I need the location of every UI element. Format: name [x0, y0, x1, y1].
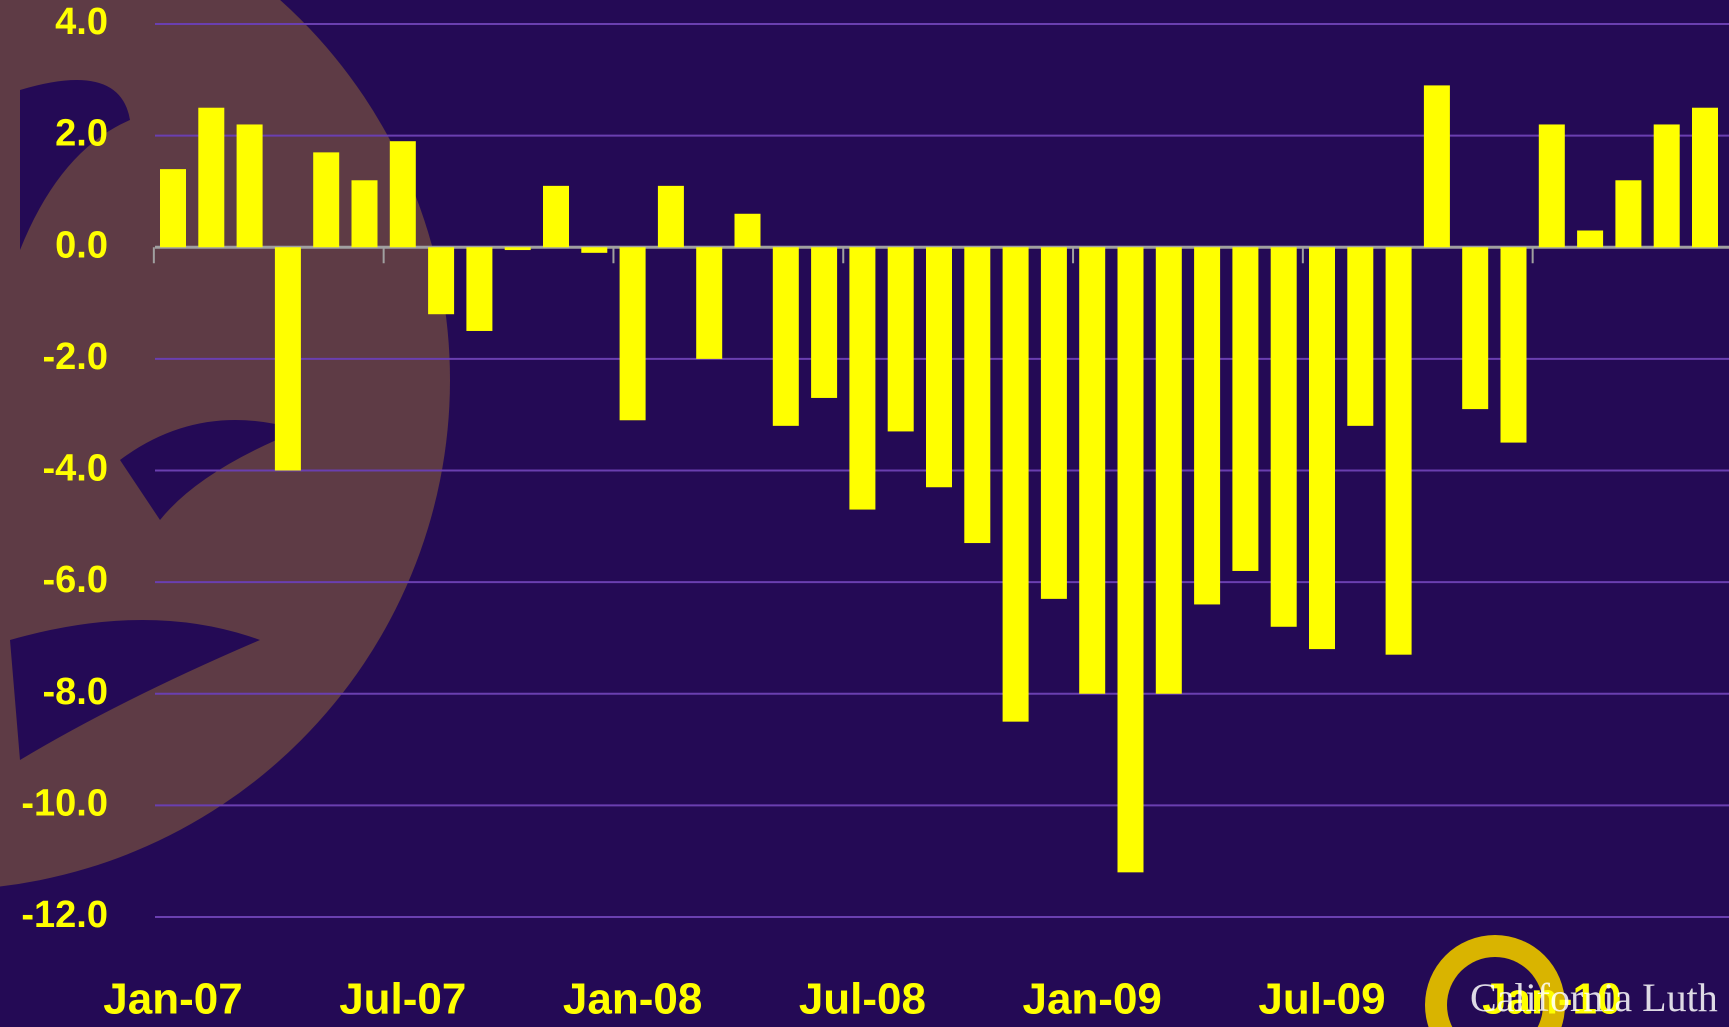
y-tick-label: 4.0 [55, 1, 108, 43]
bar [1155, 247, 1182, 694]
bar [926, 247, 952, 488]
bar [236, 124, 263, 248]
bar [1040, 247, 1067, 599]
bar [1002, 247, 1029, 722]
bar [1538, 124, 1565, 248]
bar [811, 247, 838, 398]
x-tick-label: Jul-08 [799, 975, 926, 1024]
bar [543, 185, 569, 248]
bar [466, 247, 493, 331]
bar [1615, 180, 1642, 248]
bar [772, 247, 799, 426]
y-tick-label: -8.0 [43, 671, 108, 713]
x-tick-label: Jan-10 [1482, 975, 1621, 1024]
bar [1079, 247, 1106, 694]
bar [849, 247, 876, 510]
bar [964, 247, 991, 544]
bar [1232, 247, 1259, 571]
bar [1423, 85, 1450, 248]
bar [1462, 247, 1489, 410]
y-tick-label: -6.0 [43, 559, 108, 601]
bar [696, 247, 723, 359]
y-tick-label: -10.0 [21, 782, 108, 824]
bar [428, 247, 455, 315]
bar [1117, 247, 1144, 873]
y-tick-label: -12.0 [21, 894, 108, 936]
bar [351, 180, 378, 248]
bar [313, 152, 340, 248]
bar [1194, 247, 1221, 605]
logo-text: California Luth [1470, 975, 1718, 1020]
y-tick-label: -4.0 [43, 448, 108, 490]
x-tick-label: Jan-09 [1022, 975, 1161, 1024]
y-tick-label: -2.0 [43, 336, 108, 378]
bar [887, 247, 914, 432]
bar [504, 247, 531, 251]
x-tick-label: Jul-09 [1258, 975, 1385, 1024]
bar [1692, 107, 1718, 248]
bar [160, 169, 186, 248]
x-tick-label: Jan-08 [563, 975, 702, 1024]
bar [1347, 247, 1374, 426]
bar [1385, 247, 1412, 655]
bar [1577, 230, 1604, 248]
bar [1270, 247, 1297, 627]
bar [389, 141, 416, 248]
bar [581, 247, 608, 253]
y-tick-label: 2.0 [55, 113, 108, 155]
bar [619, 247, 646, 421]
x-tick-label: Jul-07 [339, 975, 466, 1024]
bar [274, 247, 301, 471]
y-tick-label: 0.0 [55, 224, 108, 266]
bar [198, 107, 225, 248]
bar [1653, 124, 1680, 248]
bar [734, 213, 761, 248]
x-tick-label: Jan-07 [103, 975, 242, 1024]
bar [1500, 247, 1527, 443]
bar [1309, 247, 1335, 650]
bar [657, 185, 684, 248]
